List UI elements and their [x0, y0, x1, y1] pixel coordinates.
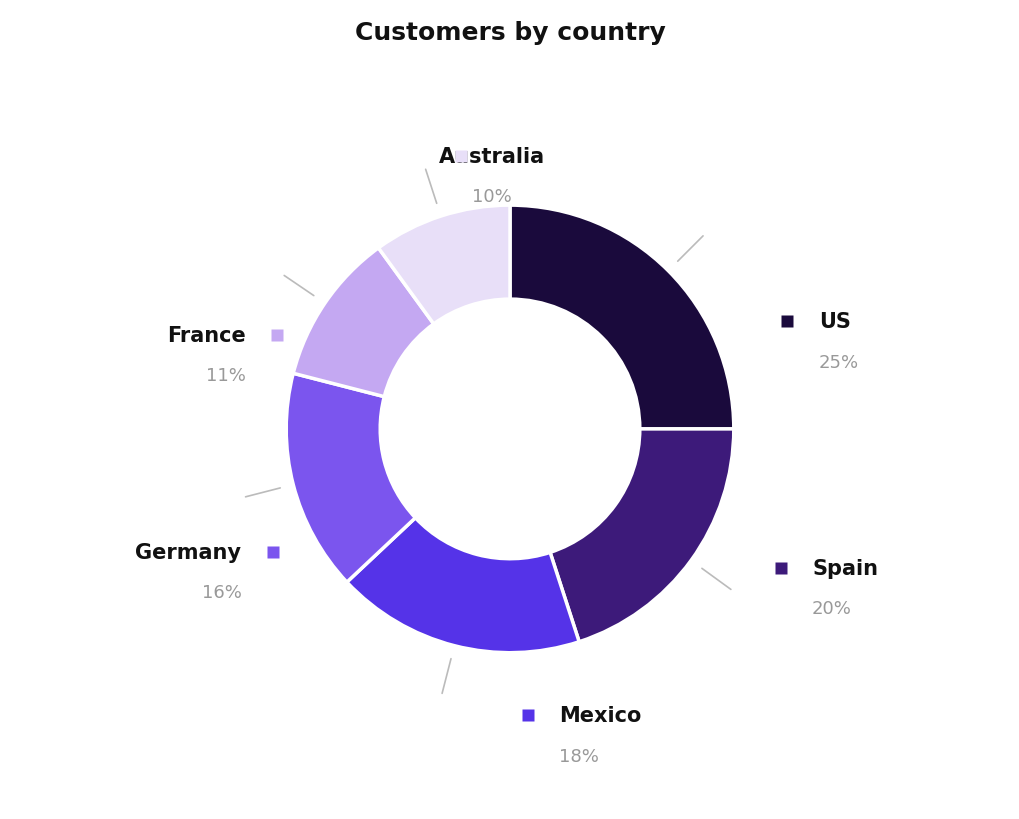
Wedge shape: [378, 206, 510, 324]
Text: 11%: 11%: [206, 367, 246, 385]
Title: Customers by country: Customers by country: [355, 20, 664, 45]
Wedge shape: [286, 373, 415, 582]
Wedge shape: [292, 248, 433, 397]
Text: 20%: 20%: [811, 600, 851, 618]
Text: 10%: 10%: [472, 188, 512, 206]
Text: Spain: Spain: [811, 558, 877, 578]
Text: Australia: Australia: [438, 147, 544, 167]
Wedge shape: [346, 518, 579, 653]
Text: 25%: 25%: [818, 353, 858, 371]
Wedge shape: [510, 206, 733, 429]
Text: Germany: Germany: [136, 542, 242, 563]
Text: 18%: 18%: [558, 747, 598, 765]
Text: Mexico: Mexico: [558, 705, 641, 726]
Text: 16%: 16%: [202, 584, 242, 601]
Wedge shape: [549, 429, 733, 642]
Text: US: US: [818, 312, 850, 332]
Text: France: France: [167, 325, 246, 346]
